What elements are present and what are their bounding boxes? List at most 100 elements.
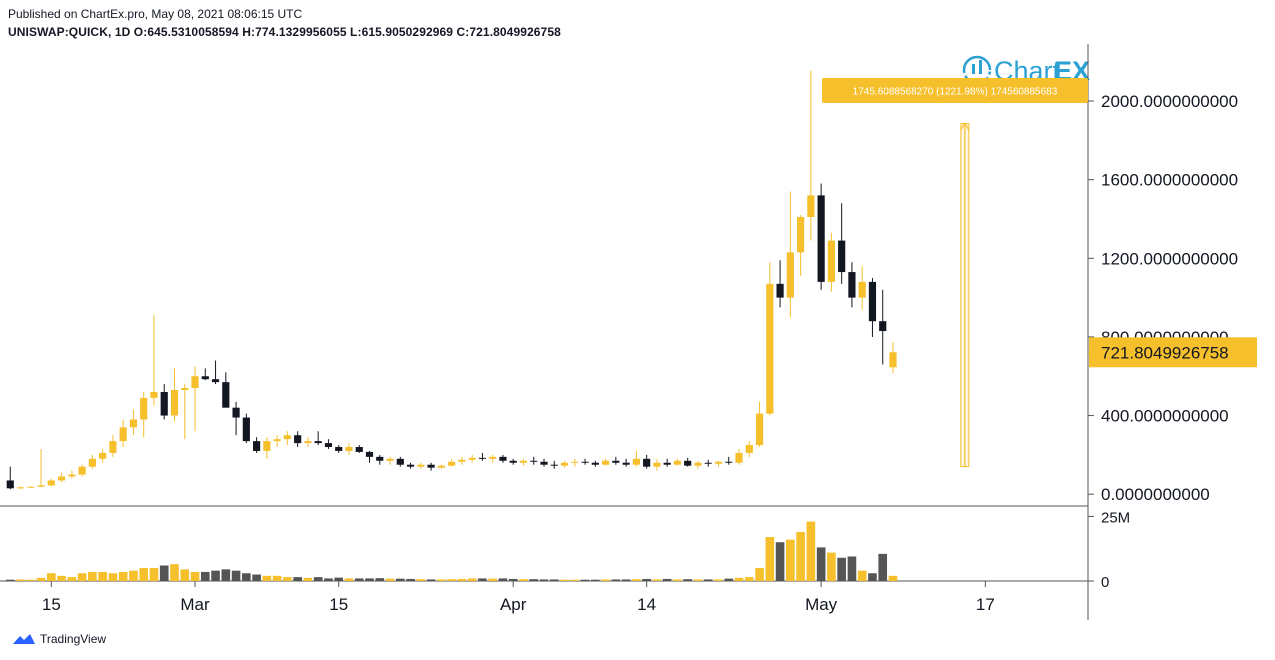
candle-body xyxy=(232,407,240,418)
candle-body xyxy=(437,465,445,468)
volume-bars xyxy=(5,521,898,581)
volume-bar xyxy=(98,571,107,581)
time-tick-label: Apr xyxy=(500,595,527,614)
volume-bar xyxy=(385,578,395,581)
volume-bar xyxy=(293,577,302,581)
volume-bar xyxy=(765,537,775,581)
candle-body xyxy=(766,283,774,414)
candle-body xyxy=(191,376,199,389)
volume-bar xyxy=(108,573,118,581)
candle-body xyxy=(427,464,435,468)
volume-bar xyxy=(621,579,631,581)
volume-bar xyxy=(242,573,251,581)
volume-axis: 0 25M xyxy=(1088,509,1130,591)
candle-body xyxy=(571,461,579,463)
volume-bar xyxy=(88,571,97,581)
volume-bar xyxy=(149,568,159,581)
volume-bar xyxy=(539,579,549,581)
volume-bar xyxy=(324,578,333,581)
candle-body xyxy=(88,458,96,467)
volume-bar xyxy=(406,578,415,581)
volume-bar xyxy=(437,579,446,581)
last-price-label-background xyxy=(1089,337,1257,368)
candle-body xyxy=(417,464,425,467)
candle-body xyxy=(140,397,148,420)
candle-body xyxy=(643,458,651,467)
volume-bar xyxy=(170,564,179,581)
candle-body xyxy=(673,460,682,465)
candle-body xyxy=(725,461,733,463)
volume-bar xyxy=(755,568,764,581)
candle-body xyxy=(355,447,363,452)
volume-bar xyxy=(375,578,385,581)
volume-bar xyxy=(878,553,888,581)
volume-bar xyxy=(426,579,436,581)
candle-body xyxy=(591,462,599,465)
volume-bar xyxy=(221,569,231,581)
volume-bar xyxy=(888,575,898,581)
candle-body xyxy=(345,447,353,451)
volume-bar xyxy=(744,577,754,581)
candle-body xyxy=(150,391,158,398)
tradingview-logo-icon xyxy=(13,634,35,644)
volume-bar xyxy=(642,578,651,581)
volume-bar xyxy=(683,579,693,581)
volume-bar xyxy=(693,579,703,581)
volume-bar xyxy=(467,578,477,581)
candle-body xyxy=(181,388,189,391)
candle-body xyxy=(396,458,404,465)
candle-body xyxy=(16,487,25,489)
candle-body xyxy=(745,445,753,453)
volume-bar xyxy=(724,578,734,581)
price-tick-label: 2000.0000000000 xyxy=(1101,92,1238,111)
volume-bar xyxy=(591,579,600,581)
volume-bar xyxy=(416,579,426,581)
last-price-label: 721.8049926758 xyxy=(1101,343,1229,362)
candle-body xyxy=(560,462,569,466)
volume-bar xyxy=(252,574,261,581)
candle-body xyxy=(848,272,856,298)
last-price-marker: 721.8049926758 xyxy=(1088,337,1257,368)
candle-body xyxy=(581,461,589,463)
tradingview-label: TradingView xyxy=(40,632,107,646)
candle-body xyxy=(57,476,66,481)
candle-body xyxy=(530,460,538,462)
volume-bar xyxy=(611,579,621,581)
candle-body xyxy=(324,443,333,448)
price-tick-label: 1200.0000000000 xyxy=(1101,249,1238,268)
candle-body xyxy=(376,456,384,461)
candle-body xyxy=(622,462,630,465)
volume-tick-label: 0 xyxy=(1101,574,1109,591)
time-tick-label: Mar xyxy=(180,595,210,614)
volume-bar xyxy=(159,565,169,581)
candle-body xyxy=(263,441,271,451)
tradingview-brand: TradingView xyxy=(12,632,106,646)
volume-bar xyxy=(447,579,456,581)
price-axis: 0.0000000000400.0000000000800.0000000000… xyxy=(1088,92,1238,504)
volume-bar xyxy=(16,579,25,581)
symbol-ohlc-legend: UNISWAP:QUICK, 1D O:645.5310058594 H:774… xyxy=(8,25,561,39)
price-range-measure[interactable]: 1745.6088568270 (1221.98%) 174560885683 xyxy=(822,78,1088,468)
volume-bar xyxy=(652,579,662,581)
volume-bar xyxy=(354,578,364,581)
candle-body xyxy=(838,240,846,273)
volume-bar xyxy=(262,575,272,581)
volume-bar xyxy=(806,521,816,581)
volume-bar xyxy=(714,579,723,581)
volume-bar xyxy=(334,577,344,581)
candle-body xyxy=(386,458,394,461)
volume-bar xyxy=(5,579,15,581)
candle-body xyxy=(468,457,476,460)
candle-body xyxy=(314,441,322,444)
candle-body xyxy=(807,195,815,218)
volume-bar xyxy=(118,571,128,581)
volume-bar xyxy=(77,573,87,581)
measure-label: 1745.6088568270 (1221.98%) 174560885683 xyxy=(853,87,1058,98)
volume-bar xyxy=(601,579,610,581)
price-tick-label: 1600.0000000000 xyxy=(1101,171,1238,190)
candle-body xyxy=(119,427,127,442)
time-tick-label: 17 xyxy=(976,595,995,614)
volume-bar xyxy=(796,531,805,581)
candle-body xyxy=(858,281,866,298)
